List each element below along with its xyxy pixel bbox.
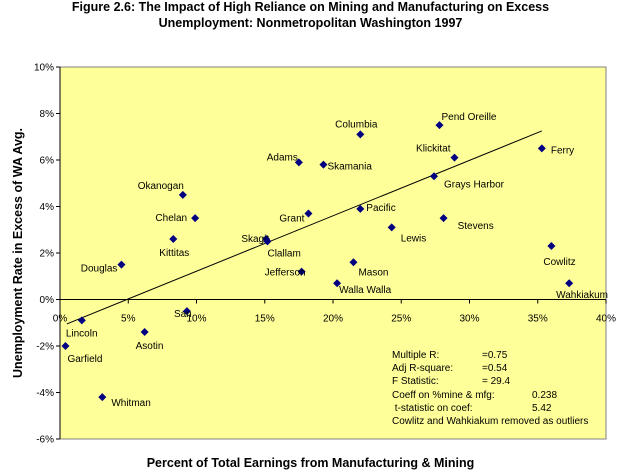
data-point-pacific: [356, 204, 365, 213]
point-label-wahkiakum: Wahkiakum: [556, 290, 608, 301]
y-tick-label: -2%: [36, 342, 54, 353]
point-label-lewis: Lewis: [401, 233, 427, 244]
y-tick-label: 2%: [40, 249, 55, 260]
x-tick-label: 40%: [596, 314, 616, 325]
stats-label: Coeff on %mine & mfg:: [392, 389, 495, 401]
stats-label: t-statistic on coef:: [392, 402, 473, 414]
stats-label: Multiple R:: [392, 350, 440, 361]
y-tick-label: 10%: [34, 63, 54, 74]
point-label-columbia: Columbia: [335, 119, 378, 130]
chart-title: Figure 2.6: The Impact of High Reliance …: [71, 0, 550, 14]
data-point-adams: [294, 158, 303, 167]
point-label-cowlitz: Cowlitz: [543, 257, 575, 268]
point-label-grays-harbor: Grays Harbor: [444, 179, 505, 190]
point-label-whitman: Whitman: [111, 398, 150, 409]
stats-value: 0.238: [532, 389, 558, 401]
data-point-douglas: [117, 260, 126, 269]
point-label-stevens: Stevens: [458, 221, 494, 232]
data-point-lewis: [387, 223, 396, 232]
x-tick-label: 5%: [121, 314, 136, 325]
data-point-ferry: [537, 144, 546, 153]
x-tick-label: 30%: [459, 314, 479, 325]
data-point-okanogan: [178, 190, 187, 199]
stats-value: 5.42: [532, 402, 552, 414]
point-label-mason: Mason: [358, 267, 388, 278]
stats-label: Adj R-square:: [392, 363, 454, 375]
stats-label: F Statistic:: [392, 376, 439, 388]
data-point-walla-walla: [333, 279, 342, 288]
point-label-skamania: Skamania: [327, 162, 372, 173]
point-label-ferry: Ferry: [551, 145, 574, 156]
data-point-cowlitz: [547, 242, 556, 251]
data-point-clallam: [263, 237, 272, 246]
data-point-wahkiakum: [565, 279, 574, 288]
point-label-lincoln: Lincoln: [66, 328, 98, 339]
data-point-chelan: [191, 214, 200, 223]
point-label-pend-oreille: Pend Oreille: [441, 112, 496, 123]
y-tick-label: 8%: [40, 109, 55, 120]
y-tick-label: -6%: [36, 435, 54, 446]
y-tick-label: -4%: [36, 388, 54, 399]
point-label-san-juan: San: [174, 309, 192, 320]
y-tick-label: 6%: [40, 156, 55, 167]
x-tick-label: 15%: [255, 314, 275, 325]
stats-value: =0.54: [482, 363, 508, 375]
point-label-kittitas: Kittitas: [159, 248, 189, 259]
data-point-columbia: [356, 130, 365, 139]
stats-label: Cowlitz and Wahkiakum removed as outlier…: [392, 416, 589, 427]
point-label-pacific: Pacific: [366, 203, 395, 214]
point-label-walla-walla: Walla Walla: [339, 285, 391, 296]
data-point-grant: [304, 209, 313, 218]
point-label-jefferson: Jefferson: [265, 268, 306, 279]
x-axis-label: Percent of Total Earnings from Manufactu…: [146, 456, 475, 470]
data-point-asotin: [140, 328, 149, 337]
stats-value: =0.75: [482, 350, 508, 361]
chart-subtitle: Unemployment: Nonmetropolitan Washington…: [158, 16, 463, 30]
data-point-san-juan: [182, 307, 191, 316]
plot-area: [59, 66, 607, 440]
data-point-stevens: [439, 214, 448, 223]
point-label-klickitat: Klickitat: [416, 144, 451, 155]
data-point-klickitat: [450, 153, 459, 162]
point-label-chelan: Chelan: [155, 213, 187, 224]
data-point-jefferson: [297, 267, 306, 276]
data-point-skamania: [319, 160, 328, 169]
data-point-grays-harbor: [430, 172, 439, 181]
point-label-skagit: Skagit: [241, 234, 269, 245]
point-label-asotin: Asotin: [136, 341, 164, 352]
x-tick-label: 0%: [53, 314, 68, 325]
point-label-garfield: Garfield: [67, 354, 102, 365]
data-point-lincoln: [77, 316, 86, 325]
data-point-whitman: [98, 393, 107, 402]
data-point-kittitas: [169, 235, 178, 244]
x-tick-label: 10%: [186, 314, 206, 325]
trend-line: [66, 130, 543, 325]
stats-value: = 29.4: [482, 376, 511, 388]
y-tick-label: 4%: [40, 202, 55, 213]
data-point-pend-oreille: [435, 121, 444, 130]
data-point-mason: [349, 258, 358, 267]
point-label-clallam: Clallam: [267, 248, 300, 259]
x-tick-label: 20%: [323, 314, 343, 325]
point-label-adams: Adams: [267, 152, 298, 163]
x-tick-label: 35%: [528, 314, 548, 325]
point-label-douglas: Douglas: [81, 264, 118, 275]
point-label-grant: Grant: [279, 213, 304, 224]
x-tick-label: 25%: [391, 314, 411, 325]
y-tick-label: 0%: [40, 295, 55, 306]
point-label-okanogan: Okanogan: [138, 181, 184, 192]
data-point-garfield: [61, 342, 70, 350]
